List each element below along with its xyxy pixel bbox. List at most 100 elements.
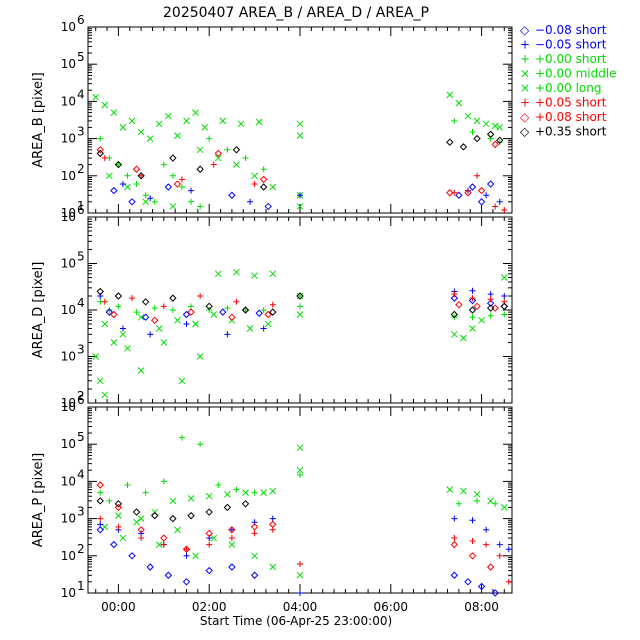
- data-point: [101, 101, 109, 109]
- data-point: [260, 489, 268, 496]
- data-point: [496, 552, 503, 559]
- data-point: [483, 541, 490, 548]
- data-point: [141, 313, 150, 321]
- data-point: [182, 310, 191, 319]
- legend-label: −0.05 short: [535, 38, 607, 52]
- data-point: [296, 132, 304, 140]
- y-tick-exponent: 6: [77, 393, 85, 407]
- data-point: [192, 320, 199, 328]
- data-point: [473, 302, 481, 311]
- data-point: [96, 526, 104, 534]
- data-point: [237, 120, 245, 128]
- data-point: [460, 487, 467, 495]
- y-tick-label: 10: [61, 586, 76, 600]
- y-tick-label: 10: [61, 400, 76, 414]
- data-point: [269, 515, 276, 522]
- data-point: [451, 515, 458, 522]
- data-point: [455, 191, 463, 199]
- y-tick-exponent: 2: [77, 389, 85, 403]
- data-point: [255, 309, 263, 317]
- data-point: [197, 293, 204, 300]
- data-point: [119, 534, 127, 542]
- y-tick-label: 10: [61, 57, 76, 71]
- data-point: [196, 165, 204, 173]
- series--0-08-short: [110, 300, 499, 325]
- series--0-08-short: [96, 481, 495, 571]
- data-point: [455, 300, 463, 309]
- data-point: [106, 497, 113, 504]
- data-point: [97, 521, 104, 528]
- legend-symbol: +: [520, 38, 530, 52]
- data-point: [224, 331, 231, 338]
- y-tick-label: 10: [61, 396, 76, 410]
- data-point: [264, 320, 272, 328]
- data-point: [137, 515, 145, 522]
- y-axis-label: AREA_D [pixel]: [31, 262, 46, 359]
- data-point: [183, 552, 190, 559]
- data-point: [224, 305, 231, 312]
- data-point: [269, 308, 277, 316]
- data-point: [487, 497, 495, 505]
- data-point: [169, 203, 177, 210]
- series--0-00-middle: [115, 444, 508, 526]
- data-point: [486, 299, 495, 307]
- data-point: [101, 320, 109, 328]
- data-point: [197, 441, 204, 448]
- legend-symbol: ×: [520, 67, 530, 81]
- data-point: [183, 117, 190, 125]
- data-point: [473, 117, 481, 125]
- data-point: [183, 320, 190, 327]
- data-point: [296, 311, 304, 318]
- y-tick-label: 10: [61, 20, 76, 34]
- data-point: [468, 183, 477, 191]
- data-point: [469, 129, 476, 136]
- data-point: [446, 138, 454, 146]
- legend-label: +0.00 short: [535, 52, 607, 66]
- data-point: [128, 552, 136, 560]
- data-point: [174, 132, 181, 140]
- data-point: [124, 344, 131, 352]
- y-axis-label: AREA_B [pixel]: [31, 72, 46, 168]
- data-point: [469, 325, 476, 332]
- data-point: [233, 268, 240, 276]
- data-point: [196, 146, 204, 154]
- y-tick-exponent: 4: [77, 87, 85, 101]
- data-point: [187, 511, 195, 520]
- data-point: [196, 353, 204, 360]
- data-point: [92, 93, 100, 101]
- series--0-05-short: [97, 515, 512, 596]
- series--0-00-short: [97, 117, 503, 210]
- series--0-35-short: [96, 130, 504, 191]
- data-point: [142, 198, 150, 206]
- x-axis-label: Start Time (06-Apr-25 23:00:00): [200, 614, 392, 628]
- data-point: [496, 139, 503, 146]
- data-point: [146, 563, 154, 571]
- data-point: [197, 203, 204, 210]
- data-point: [269, 183, 277, 191]
- data-point: [169, 497, 177, 505]
- data-point: [124, 183, 131, 191]
- data-point: [219, 308, 227, 316]
- data-point: [214, 154, 222, 162]
- legend-label: +0.08 short: [535, 110, 607, 124]
- data-point: [92, 353, 100, 360]
- series--0-08-short: [96, 140, 499, 197]
- data-point: [160, 339, 168, 346]
- data-point: [178, 434, 185, 441]
- data-point: [151, 305, 158, 312]
- data-point: [114, 500, 123, 508]
- data-point: [119, 181, 126, 188]
- data-point: [101, 298, 108, 305]
- y-tick-label: 10: [61, 437, 76, 451]
- data-point: [468, 552, 477, 560]
- data-point: [269, 270, 277, 278]
- data-point: [264, 202, 272, 211]
- data-point: [451, 535, 458, 542]
- data-point: [224, 490, 231, 498]
- legend-symbol: +: [520, 96, 530, 110]
- legend-symbol: ×: [520, 81, 530, 95]
- data-point: [296, 571, 304, 579]
- data-point: [446, 189, 454, 197]
